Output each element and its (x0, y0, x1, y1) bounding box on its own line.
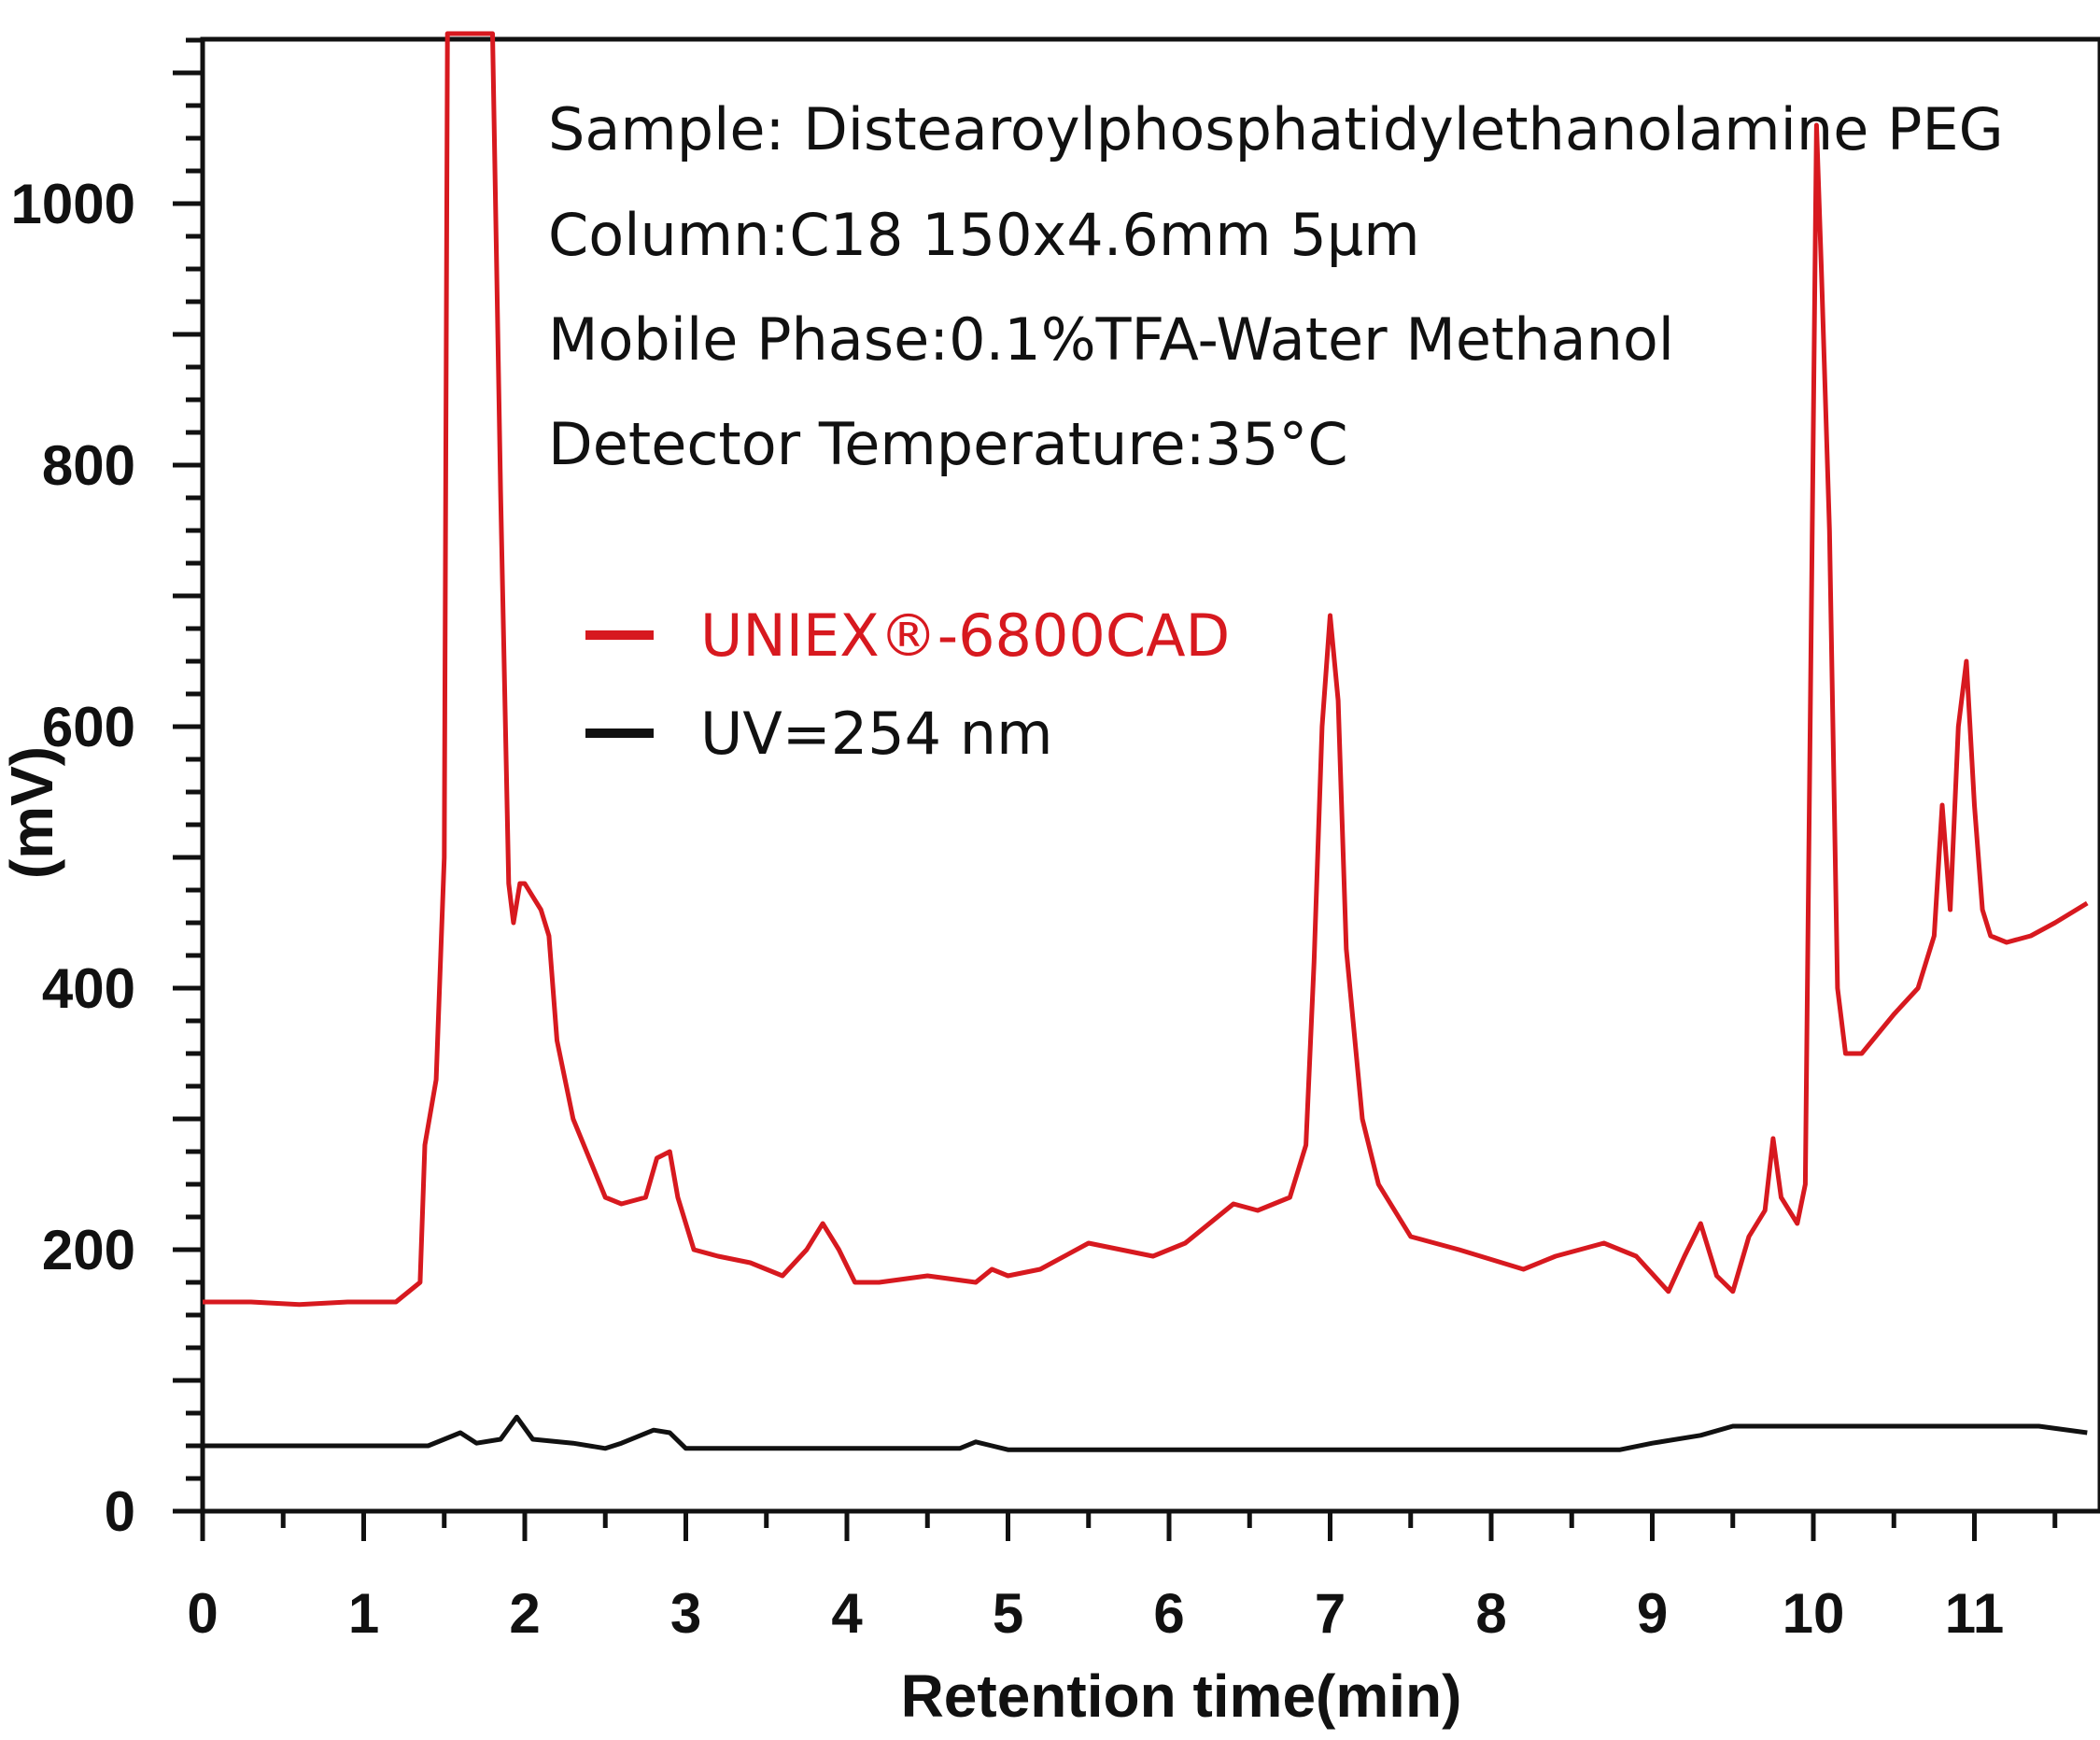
y-tick-label: 1000 (11, 173, 135, 235)
y-tick-label: 400 (42, 957, 135, 1020)
series-line-0 (203, 31, 2089, 1308)
y-axis: 0 200 400 600 800 1000 (11, 37, 203, 1543)
x-tick-label: 10 (1783, 1582, 1845, 1645)
x-tick-label: 11 (1945, 1582, 2004, 1645)
y-tick-label: 600 (42, 696, 135, 758)
annotation-column: Column:C18 150x4.6mm 5µm (548, 201, 1420, 269)
x-tick-label: 5 (993, 1582, 1023, 1645)
annotation-sample: Sample: Distearoylphosphatidylethanolami… (548, 95, 2004, 163)
x-tick-label: 3 (670, 1582, 701, 1645)
annotation-detector-temperature: Detector Temperature:35°C (548, 410, 1348, 478)
x-axis: 0 1 2 3 4 5 6 7 8 9 10 11 (187, 1511, 2058, 1645)
legend-label-cad: UNIEX®-6800CAD (700, 601, 1230, 670)
x-tick-label: 6 (1153, 1582, 1184, 1645)
x-tick-label: 1 (348, 1582, 379, 1645)
x-axis-title: Retention time(min) (901, 1662, 1462, 1730)
annotation-block: Sample: Distearoylphosphatidylethanolami… (548, 95, 2004, 478)
legend-label-uv: UV=254 nm (700, 700, 1052, 768)
y-tick-label: 200 (42, 1219, 135, 1281)
x-tick-label: 9 (1637, 1582, 1668, 1645)
x-tick-label: 8 (1475, 1582, 1506, 1645)
series-lines (203, 31, 2089, 1452)
y-tick-label: 800 (42, 434, 135, 497)
x-tick-label: 4 (831, 1582, 863, 1645)
plot-frame (200, 36, 2100, 1514)
x-tick-label: 0 (187, 1582, 218, 1645)
legend: UNIEX®-6800CAD UV=254 nm (585, 601, 1230, 768)
x-tick-label: 2 (509, 1582, 540, 1645)
annotation-mobile-phase: Mobile Phase:0.1%TFA-Water Methanol (548, 305, 1674, 374)
y-axis-title: (mV) (0, 746, 65, 879)
series-line-1 (203, 1414, 2088, 1452)
x-tick-label: 7 (1315, 1582, 1346, 1645)
y-tick-label: 0 (105, 1480, 135, 1543)
